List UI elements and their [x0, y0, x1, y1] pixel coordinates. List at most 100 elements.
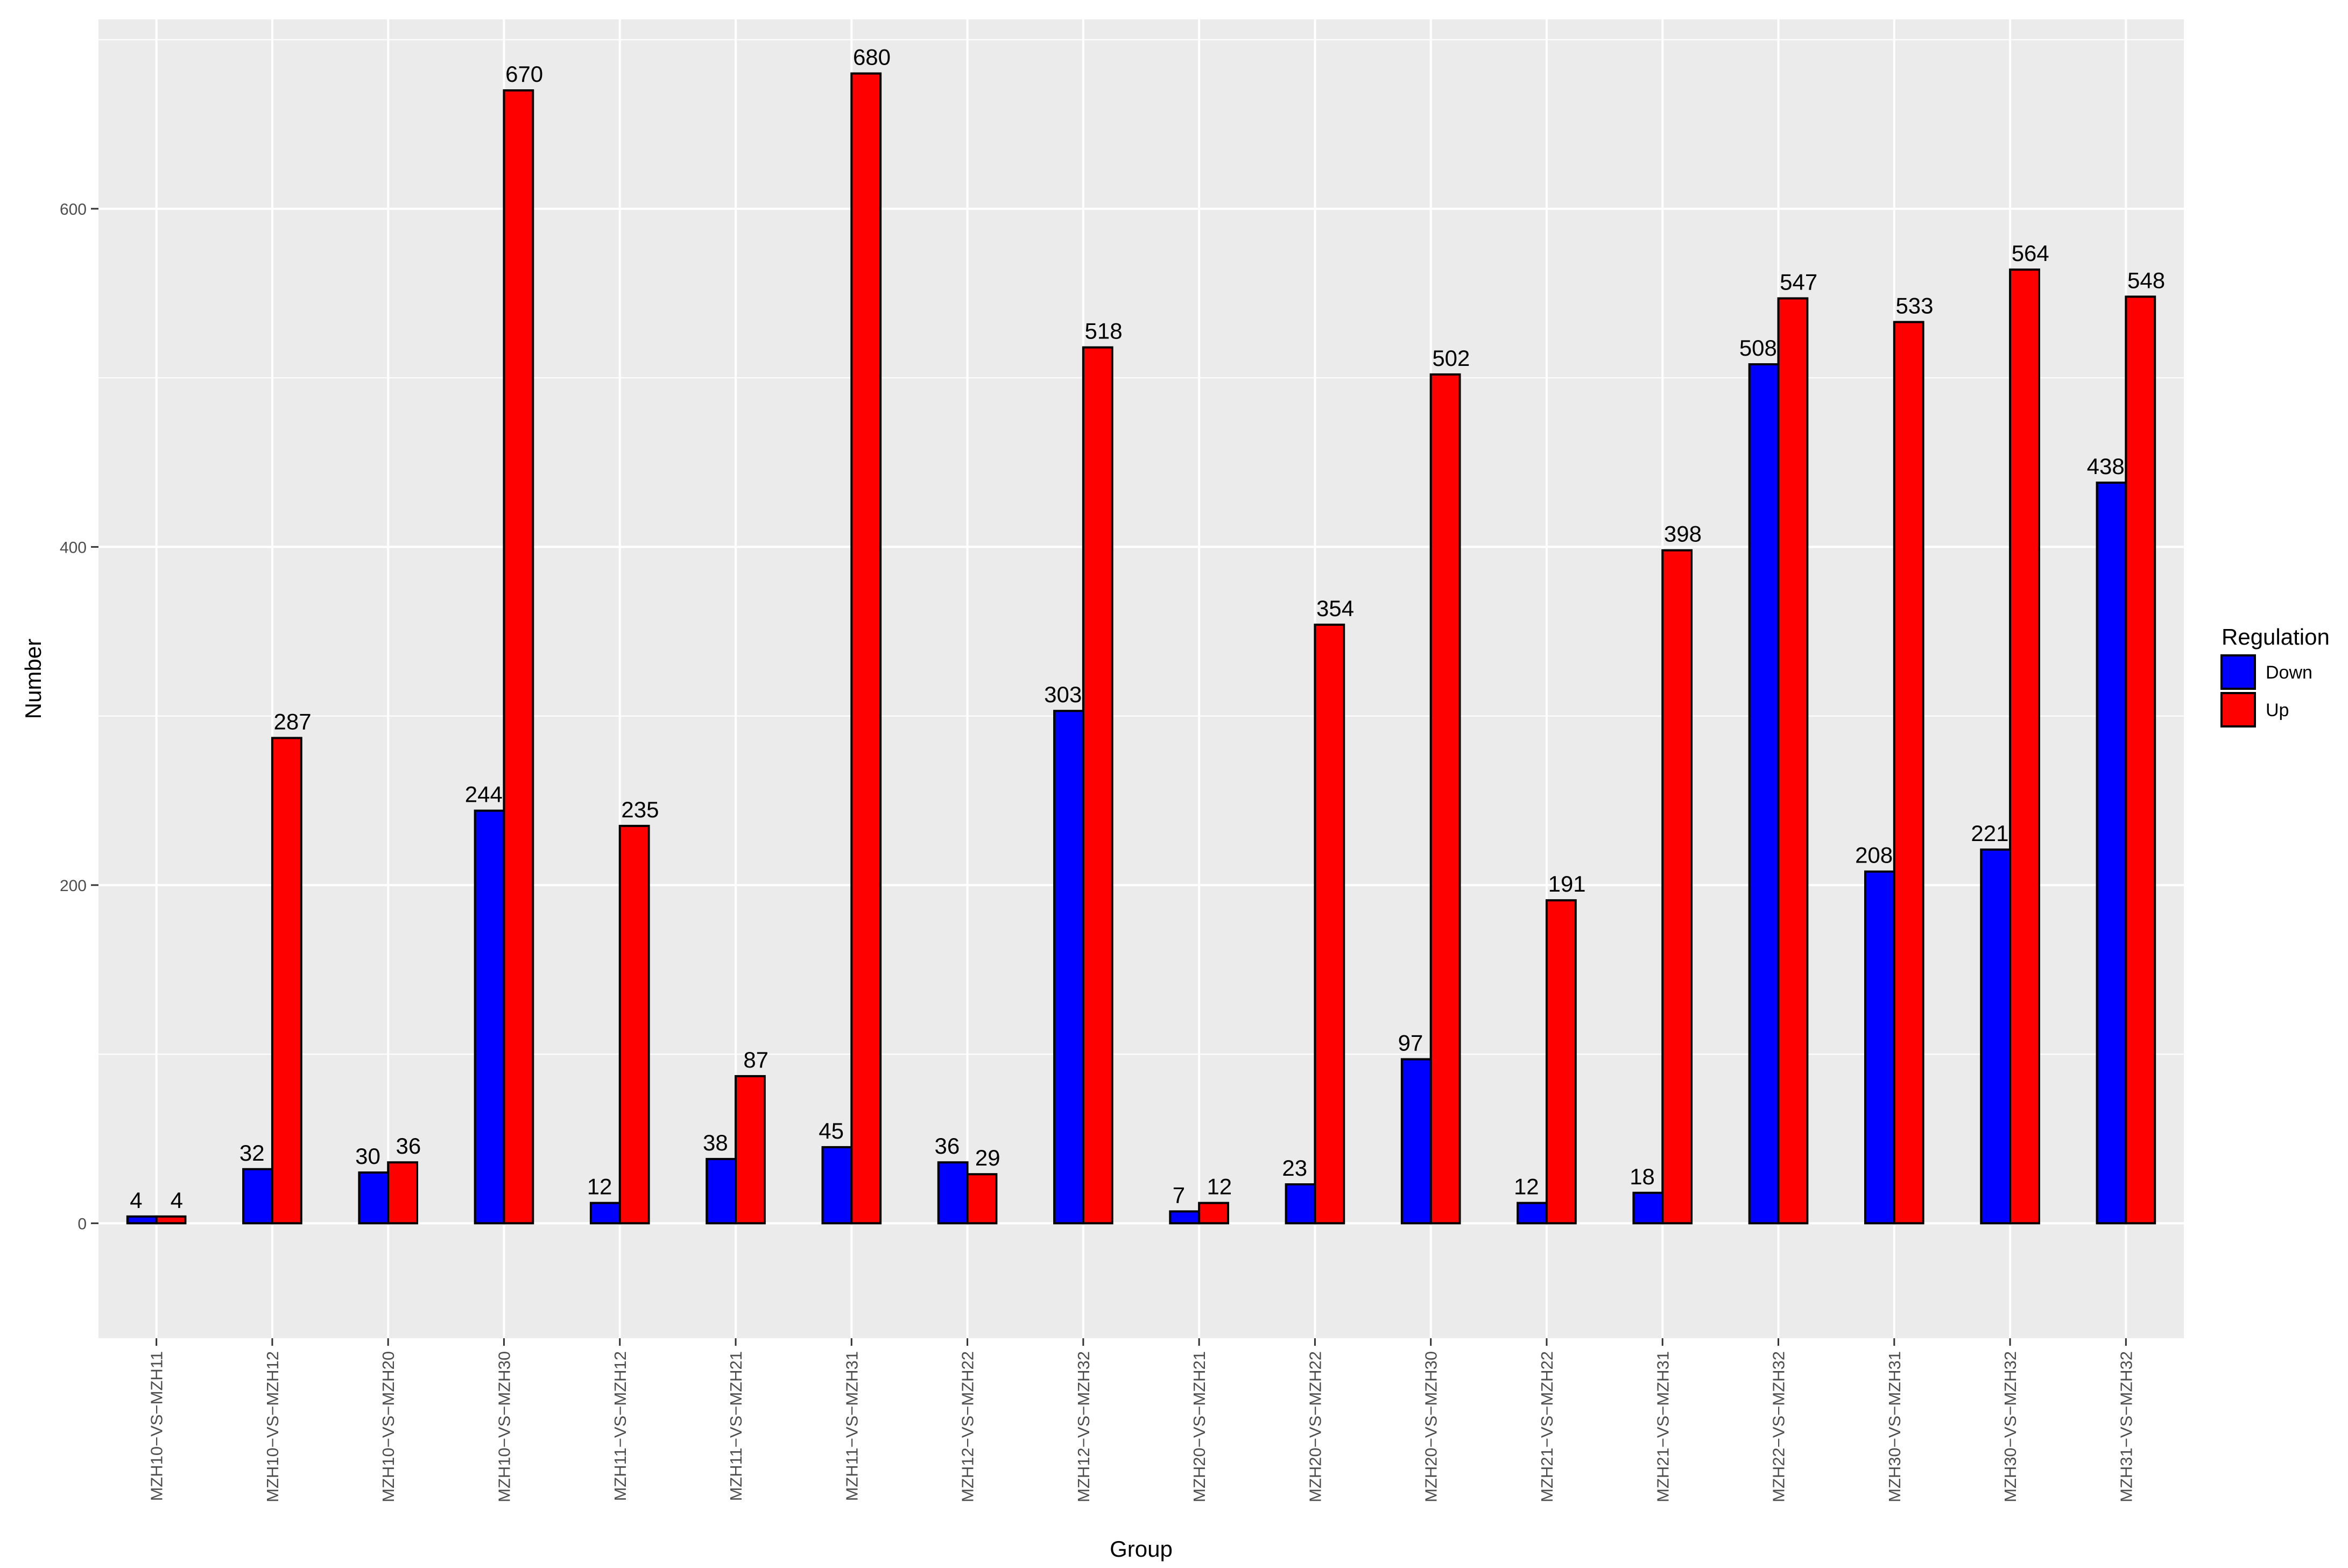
bar-down: [589, 1202, 621, 1225]
data-label-down: 4: [130, 1188, 142, 1213]
data-label-up: 548: [2127, 267, 2165, 293]
bar-up: [618, 824, 650, 1225]
bar-down: [1748, 363, 1780, 1225]
bar-up: [1545, 899, 1577, 1225]
data-label-down: 45: [819, 1118, 844, 1143]
bar-up: [503, 89, 534, 1225]
legend-label-down: Down: [2266, 662, 2312, 683]
x-tick-label: MZH12−VS−MZH22: [958, 1351, 977, 1502]
data-label-up: 354: [1316, 596, 1354, 621]
bar-up: [966, 1173, 998, 1225]
data-label-down: 244: [465, 782, 503, 807]
x-tick-label: MZH21−VS−MZH31: [1653, 1351, 1672, 1502]
data-label-up: 29: [975, 1145, 1000, 1170]
y-tick-label: 600: [60, 201, 87, 218]
x-tick-label: MZH20−VS−MZH30: [1422, 1351, 1441, 1502]
data-label-down: 438: [2087, 454, 2125, 479]
bar-up: [1198, 1202, 1229, 1225]
bar-up: [1777, 297, 1809, 1225]
data-label-up: 533: [1895, 293, 1933, 318]
data-label-up: 502: [1432, 345, 1470, 371]
x-tick-label: MZH20−VS−MZH21: [1190, 1351, 1209, 1502]
bar-up: [1082, 346, 1113, 1225]
data-label-down: 12: [587, 1174, 612, 1199]
x-tick-label: MZH30−VS−MZH32: [2001, 1351, 2020, 1502]
bar-down: [1980, 848, 2012, 1225]
data-label-down: 30: [355, 1143, 380, 1169]
x-tick-label: MZH11−VS−MZH31: [842, 1351, 861, 1501]
data-label-down: 36: [935, 1133, 960, 1159]
data-label-down: 7: [1173, 1182, 1185, 1207]
bar-up: [155, 1215, 187, 1225]
bar-up: [271, 737, 302, 1225]
bar-up: [850, 72, 882, 1225]
data-label-up: 235: [621, 797, 659, 822]
data-label-up: 287: [274, 709, 312, 734]
y-tick-label: 0: [77, 1215, 87, 1233]
x-tick-label: MZH10−VS−MZH30: [495, 1351, 513, 1502]
data-label-up: 670: [505, 61, 543, 87]
x-tick-label: MZH11−VS−MZH21: [727, 1351, 745, 1501]
bar-down: [706, 1157, 737, 1225]
y-tick-label: 400: [60, 539, 87, 556]
data-label-down: 38: [703, 1130, 728, 1155]
bar-up: [1429, 373, 1461, 1225]
bars: [126, 72, 2156, 1225]
bar-down: [474, 809, 505, 1225]
data-label-up: 191: [1548, 871, 1586, 896]
bar-up: [1893, 321, 1924, 1225]
bar-down: [937, 1161, 969, 1225]
data-label-up: 36: [396, 1133, 421, 1159]
bar-down: [126, 1215, 158, 1225]
data-label-down: 23: [1282, 1155, 1307, 1181]
data-label-up: 518: [1084, 319, 1122, 344]
x-tick-label: MZH21−VS−MZH22: [1538, 1351, 1556, 1502]
data-label-up: 12: [1207, 1174, 1232, 1199]
bar-down: [1632, 1191, 1664, 1225]
data-label-down: 32: [239, 1140, 265, 1166]
bar-down: [358, 1171, 390, 1225]
data-label-down: 221: [1971, 821, 2008, 846]
bar-down: [242, 1168, 273, 1225]
bar-down: [821, 1146, 853, 1225]
x-tick-label: MZH31−VS−MZH32: [2117, 1351, 2135, 1502]
x-tick-label: MZH20−VS−MZH22: [1306, 1351, 1324, 1502]
axes: 0 200 400 600 MZH10−VS−MZH11 MZH10−VS−MZH12 MZ…: [60, 201, 2135, 1502]
x-tick-label: MZH10−VS−MZH12: [263, 1351, 282, 1502]
legend-label-up: Up: [2266, 700, 2289, 721]
x-tick-label: MZH22−VS−MZH32: [1769, 1351, 1788, 1502]
data-label-up: 4: [171, 1188, 183, 1213]
bar-down: [1169, 1210, 1201, 1225]
bar-up: [2125, 295, 2156, 1225]
plot-panel: [98, 19, 2184, 1338]
data-label-down: 303: [1044, 682, 1082, 707]
data-label-down: 97: [1398, 1030, 1423, 1056]
x-tick-label: MZH30−VS−MZH31: [1885, 1351, 1904, 1502]
legend: Regulation Down Up: [2220, 624, 2330, 728]
bar-up: [1314, 623, 1345, 1225]
data-label-down: 208: [1855, 843, 1893, 868]
bar-down: [1400, 1058, 1432, 1225]
data-label-up: 398: [1664, 521, 1702, 547]
bar-down: [1517, 1202, 1548, 1225]
data-label-up: 680: [853, 45, 891, 70]
bar-down: [1285, 1183, 1316, 1225]
data-label-down: 508: [1739, 335, 1777, 361]
bar-up: [735, 1075, 766, 1225]
data-label-down: 18: [1630, 1164, 1655, 1189]
x-tick-label: MZH11−VS−MZH12: [611, 1351, 630, 1501]
y-axis-title: Number: [20, 639, 46, 719]
bar-up: [387, 1161, 419, 1225]
x-tick-label: MZH10−VS−MZH11: [147, 1351, 166, 1501]
legend-key-up: [2220, 692, 2256, 728]
bar-up: [2009, 269, 2040, 1225]
legend-title: Regulation: [2222, 624, 2330, 649]
data-labels: 4 4 32 287 30 36 244 670 12 235 38 87 45 680 36 29 303 51…: [130, 45, 2165, 1213]
data-label-up: 87: [743, 1047, 768, 1072]
bar-down: [1864, 870, 1895, 1225]
data-label-up: 547: [1780, 269, 1817, 294]
x-tick-label: MZH10−VS−MZH20: [379, 1351, 398, 1502]
bar-down: [1053, 710, 1084, 1225]
